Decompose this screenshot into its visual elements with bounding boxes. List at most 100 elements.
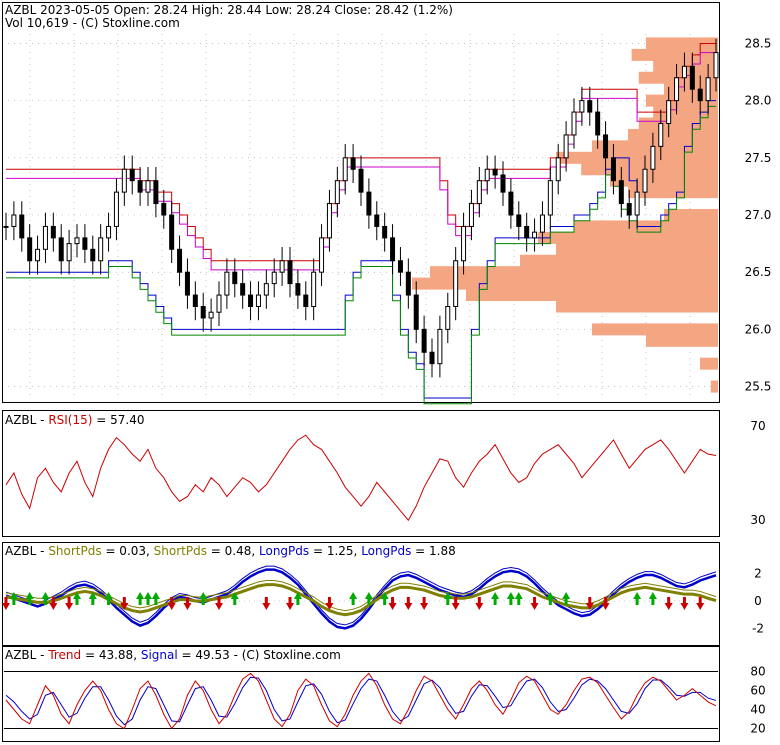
volume-profile-bar [664,209,718,221]
candle-body [429,351,435,365]
pds-panel-frame [2,542,720,646]
pds-legend-long2-name: LongPds [361,544,411,558]
sell-arrow-icon [215,597,223,610]
sell-arrow-icon [475,597,484,610]
rsi-line [5,434,717,522]
volume-profile-bar [610,174,718,187]
pds-legend-prefix: AZBL - [5,544,48,558]
sell-arrow-icon [167,597,176,610]
candle-body [658,123,664,147]
y-tick-label: 26.5 [745,265,772,279]
rsi-panel-frame [2,410,720,537]
y-tick-label: 80 [750,665,765,679]
buy-arrow-icon [136,592,145,605]
trend-legend-trend-name: Trend [47,648,81,662]
candle-body [35,248,41,262]
candle-body [492,168,498,176]
sell-arrow-icon [325,597,334,610]
candle-body [603,134,609,159]
candle-body [587,100,593,113]
candle-body [366,191,372,216]
candle-body [326,203,332,239]
candle-body [555,157,561,182]
candle-body [208,311,214,319]
candle-body [484,168,490,182]
candle-body [240,283,246,296]
candle-body [571,111,577,136]
y-tick-label: 28.5 [745,36,772,50]
sell-arrow-icon [420,597,429,610]
buy-arrow-icon [144,592,152,605]
candle-body [66,243,72,262]
candle-body [263,283,269,296]
candle-body [295,283,301,296]
upper-band-line [6,42,716,262]
support-line [6,105,716,405]
candle-body [445,306,451,330]
volume-profile-bar [646,334,718,347]
candle-body [413,294,419,330]
volume-profile-bar [631,48,718,61]
volume-profile-bar [412,277,718,290]
candle-body [74,237,80,245]
candle-body [90,248,96,262]
y-tick-label: 25.5 [745,380,772,394]
trend-legend-signal-name: Signal [141,648,178,662]
candle-body [287,260,293,285]
candle-body [468,203,474,227]
sell-arrow-icon [585,597,594,610]
candle-body [705,77,711,102]
buy-arrow-icon [514,592,523,605]
sell-arrow-icon [404,597,413,610]
buy-arrow-icon [25,592,34,605]
buy-arrow-icon [199,592,208,605]
price-panel-frame [2,2,720,403]
price-header-line1: AZBL 2023-05-05 Open: 28.24 High: 28.44 … [5,3,453,17]
candle-body [113,191,119,227]
candle-body [390,237,396,262]
sell-arrow-icon [286,597,294,610]
sell-arrow-icon [696,597,705,610]
volume-profile-bar [592,323,718,336]
candle-body [255,294,261,307]
buy-arrow-icon [151,592,160,605]
sell-arrow-icon [262,597,271,610]
volume-profile-bar [556,151,718,164]
buy-arrow-icon [506,592,515,605]
buy-arrow-icon [491,592,500,605]
buy-arrow-icon [633,592,642,605]
candle-body [192,294,198,307]
candle-body [98,237,104,262]
candle-body [374,214,380,227]
candle-body [382,225,388,239]
candle-body [626,203,632,216]
sell-arrow-icon [2,597,10,610]
long-pds-line [5,568,717,630]
rsi-legend: AZBL - RSI(15) = 57.40 [5,413,145,427]
candle-body [342,157,348,182]
y-tick-label: 26.0 [745,322,772,336]
sell-arrow-icon [601,597,610,610]
buy-arrow-icon [293,592,302,605]
candle-body [524,225,530,239]
sell-arrow-icon [664,597,673,610]
candle-body [137,180,143,193]
candle-body [437,328,443,365]
candle-body [319,237,325,273]
pds-series [2,565,718,630]
candle-body [500,174,506,193]
y-tick-label: 20 [750,722,765,736]
candle-body [82,237,88,250]
sell-arrow-icon [451,597,460,610]
trend-legend-signal-value: = 49.53 [178,648,230,662]
candle-body [184,271,190,296]
trend-panel-frame [2,646,720,742]
candle-body [421,328,427,353]
y-tick-label: 27.5 [745,151,772,165]
pds-legend: AZBL - ShortPds = 0.03, ShortPds = 0.48,… [5,544,456,558]
y-tick-label: 60 [750,684,765,698]
candle-body [634,191,640,216]
candle-body [579,100,585,113]
y-tick-label: -2 [752,621,764,635]
volume-profile-bar [638,117,718,130]
